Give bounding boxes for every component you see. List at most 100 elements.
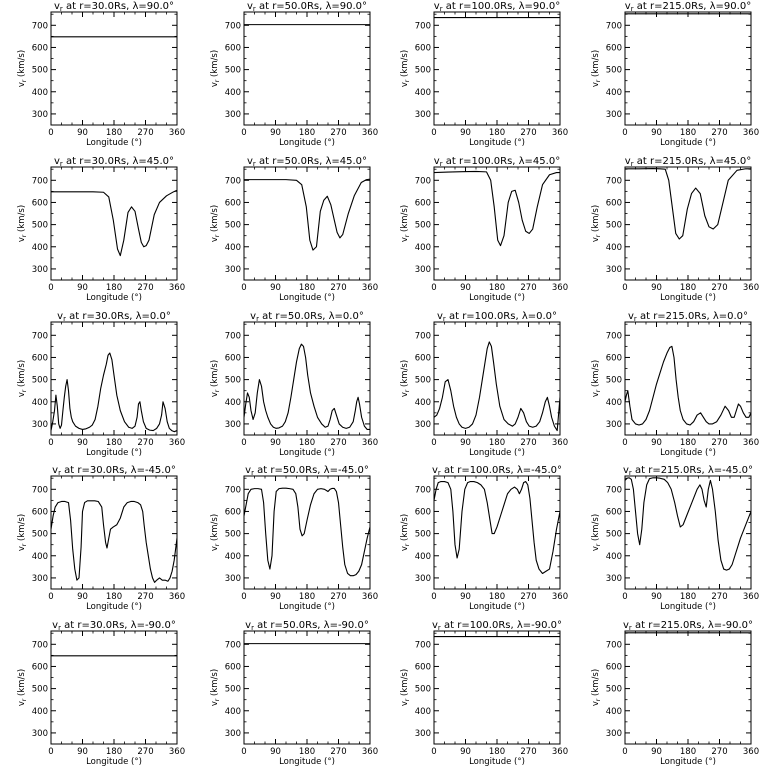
x-axis-label: Longitude (°) xyxy=(279,448,335,458)
x-tick-label: 360 xyxy=(743,128,759,138)
y-tick-label: 600 xyxy=(415,353,431,363)
y-tick-label: 400 xyxy=(415,243,431,253)
y-tick-label: 700 xyxy=(32,485,48,495)
chart-panel-17: vr at r=30.0Rs, λ=-90.0° 0 90 180 270 360 300 4… xyxy=(17,620,185,767)
x-tick-label: 90 xyxy=(270,283,281,293)
plot-frame xyxy=(624,630,752,745)
y-tick-label: 600 xyxy=(225,43,241,53)
y-tick-label: 500 xyxy=(32,66,48,76)
x-tick-label: 90 xyxy=(77,283,88,293)
x-tick-label: 0 xyxy=(622,592,627,602)
x-tick-label: 270 xyxy=(711,438,727,448)
x-tick-label: 0 xyxy=(431,747,436,757)
y-tick-label: 300 xyxy=(32,574,48,584)
y-axis-label: vr (km/s) xyxy=(210,514,221,551)
y-tick-label: 700 xyxy=(32,176,48,186)
y-tick-label: 700 xyxy=(225,331,241,341)
x-tick-label: 180 xyxy=(489,592,505,602)
y-tick-label: 500 xyxy=(415,530,431,540)
x-tick-label: 90 xyxy=(460,592,471,602)
x-axis-label: Longitude (°) xyxy=(86,602,142,612)
plot-frame xyxy=(50,475,178,590)
chart-panel-13: vr at r=30.0Rs, λ=-45.0° 0 90 180 270 360 300 4… xyxy=(17,465,185,612)
x-tick-label: 0 xyxy=(241,128,246,138)
x-tick-label: 180 xyxy=(489,747,505,757)
x-tick-label: 0 xyxy=(48,438,53,448)
series-line-1 xyxy=(433,341,561,432)
y-tick-label: 300 xyxy=(606,420,622,430)
x-axis-label: Longitude (°) xyxy=(279,757,335,767)
x-axis-label: Longitude (°) xyxy=(86,757,142,767)
x-tick-label: 180 xyxy=(106,592,122,602)
y-tick-label: 300 xyxy=(606,574,622,584)
y-tick-label: 400 xyxy=(32,398,48,408)
x-tick-label: 270 xyxy=(137,438,153,448)
y-tick-label: 700 xyxy=(606,21,622,31)
x-tick-label: 270 xyxy=(520,438,536,448)
y-axis-label: vr (km/s) xyxy=(400,514,411,551)
y-tick-label: 700 xyxy=(225,640,241,650)
x-tick-label: 180 xyxy=(106,128,122,138)
y-tick-label: 700 xyxy=(32,640,48,650)
y-tick-label: 300 xyxy=(225,729,241,739)
chart-panel-19: vr at r=100.0Rs, λ=-90.0° 0 90 180 270 360 300… xyxy=(400,620,568,767)
x-tick-label: 270 xyxy=(137,747,153,757)
y-tick-label: 500 xyxy=(606,221,622,231)
y-tick-label: 300 xyxy=(415,420,431,430)
chart-panel-1: vr at r=30.0Rs, λ=90.0° 0 90 180 270 360 300 40… xyxy=(17,1,185,148)
chart-panel-8: vr at r=215.0Rs, λ=45.0° 0 90 180 270 360 300 4… xyxy=(591,156,759,303)
x-tick-label: 90 xyxy=(651,128,662,138)
y-tick-label: 600 xyxy=(606,43,622,53)
x-axis-label: Longitude (°) xyxy=(660,448,716,458)
y-tick-label: 700 xyxy=(415,21,431,31)
y-tick-label: 400 xyxy=(606,707,622,717)
chart-title: vr at r=30.0Rs, λ=0.0° xyxy=(57,311,171,323)
y-tick-label: 600 xyxy=(415,507,431,517)
y-axis-label: vr (km/s) xyxy=(17,360,28,397)
y-tick-label: 400 xyxy=(415,88,431,98)
y-tick-label: 600 xyxy=(606,507,622,517)
x-tick-label: 270 xyxy=(330,128,346,138)
x-tick-label: 0 xyxy=(622,438,627,448)
y-tick-label: 600 xyxy=(606,353,622,363)
x-tick-label: 90 xyxy=(651,283,662,293)
x-axis-label: Longitude (°) xyxy=(660,602,716,612)
x-tick-label: 360 xyxy=(552,283,568,293)
y-axis-label: vr (km/s) xyxy=(591,50,602,87)
y-tick-label: 500 xyxy=(225,685,241,695)
x-tick-label: 180 xyxy=(489,283,505,293)
chart-title: vr at r=30.0Rs, λ=90.0° xyxy=(54,1,174,13)
y-tick-label: 300 xyxy=(606,110,622,120)
y-tick-label: 300 xyxy=(225,420,241,430)
y-tick-label: 600 xyxy=(415,662,431,672)
y-tick-label: 300 xyxy=(415,110,431,120)
x-tick-label: 270 xyxy=(711,747,727,757)
x-tick-label: 180 xyxy=(680,283,696,293)
y-tick-label: 600 xyxy=(415,198,431,208)
x-tick-label: 180 xyxy=(106,283,122,293)
x-tick-label: 90 xyxy=(270,438,281,448)
x-tick-label: 90 xyxy=(270,592,281,602)
x-tick-label: 360 xyxy=(362,747,378,757)
y-tick-label: 400 xyxy=(415,552,431,562)
y-axis-label: vr (km/s) xyxy=(210,669,221,706)
y-tick-label: 700 xyxy=(415,485,431,495)
y-tick-label: 700 xyxy=(415,331,431,341)
x-tick-label: 90 xyxy=(651,747,662,757)
plot-frame xyxy=(433,630,561,745)
y-axis-label: vr (km/s) xyxy=(17,50,28,87)
x-tick-label: 360 xyxy=(169,283,185,293)
x-tick-label: 360 xyxy=(362,283,378,293)
x-tick-label: 90 xyxy=(460,283,471,293)
series-line-1 xyxy=(625,168,751,240)
y-axis-label: vr (km/s) xyxy=(400,669,411,706)
x-tick-label: 180 xyxy=(489,438,505,448)
x-tick-label: 0 xyxy=(622,747,627,757)
series-line-1 xyxy=(243,343,370,431)
chart-panel-9: vr at r=30.0Rs, λ=0.0° 0 90 180 270 360 300 400… xyxy=(17,311,185,458)
y-tick-label: 600 xyxy=(225,198,241,208)
y-tick-label: 500 xyxy=(415,685,431,695)
y-tick-label: 500 xyxy=(606,530,622,540)
chart-title: vr at r=215.0Rs, λ=45.0° xyxy=(625,156,751,168)
